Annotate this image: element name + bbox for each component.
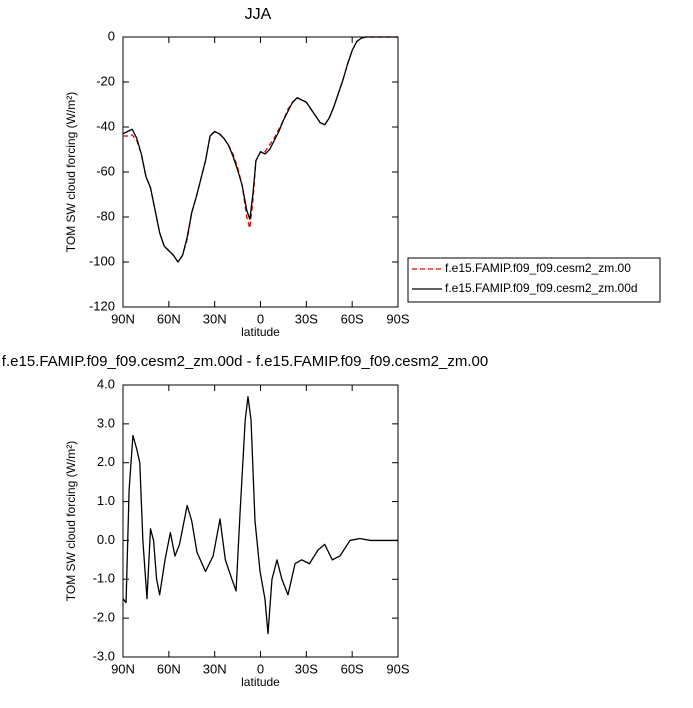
x-tick-label: 60N — [157, 661, 181, 676]
legend-box — [407, 257, 661, 303]
chart-title: JJA — [245, 6, 272, 23]
data-line — [122, 36, 398, 263]
x-tick-label: 90S — [386, 311, 409, 326]
y-tick-label: 0.0 — [97, 532, 115, 547]
y-tick-label: 3.0 — [97, 415, 115, 430]
x-tick-label: 60S — [341, 311, 364, 326]
y-tick-label: 0 — [108, 28, 115, 43]
data-line — [123, 36, 398, 263]
chart-title: f.e15.FAMIP.f09_f09.cesm2_zm.00d - f.e15… — [2, 353, 488, 370]
y-tick-label: 4.0 — [97, 376, 115, 391]
x-tick-label: 90N — [111, 661, 135, 676]
y-tick-label: 2.0 — [97, 454, 115, 469]
y-tick-label: -1.0 — [93, 571, 115, 586]
x-tick-label: 60S — [341, 661, 364, 676]
y-tick-label: -60 — [96, 163, 115, 178]
y-axis-label: TOM SW cloud forcing (W/m²) — [64, 92, 78, 252]
y-tick-label: -3.0 — [93, 648, 115, 663]
x-tick-label: 30S — [295, 661, 318, 676]
x-axis-label: latitude — [241, 325, 280, 339]
plot-frame — [122, 36, 399, 308]
x-tick-label: 0 — [257, 311, 264, 326]
data-line — [122, 396, 398, 635]
legend-label: f.e15.FAMIP.f09_f09.cesm2_zm.00d — [445, 281, 638, 295]
x-tick-label: 0 — [257, 661, 264, 676]
y-axis-label: TOM SW cloud forcing (W/m²) — [64, 441, 78, 601]
x-tick-label: 60N — [157, 311, 181, 326]
x-tick-label: 30N — [203, 311, 227, 326]
y-tick-label: -20 — [96, 73, 115, 88]
x-tick-label: 30S — [295, 311, 318, 326]
y-tick-label: -2.0 — [93, 610, 115, 625]
x-tick-label: 90N — [111, 311, 135, 326]
plot-frame — [122, 384, 399, 658]
x-tick-label: 30N — [203, 661, 227, 676]
y-tick-label: -100 — [89, 253, 115, 268]
legend-label: f.e15.FAMIP.f09_f09.cesm2_zm.00 — [445, 261, 631, 275]
x-axis-label: latitude — [241, 675, 280, 689]
y-tick-label: -120 — [89, 298, 115, 313]
y-tick-label: -40 — [96, 118, 115, 133]
y-tick-label: -80 — [96, 208, 115, 223]
y-tick-label: 1.0 — [97, 493, 115, 508]
x-tick-label: 90S — [386, 661, 409, 676]
